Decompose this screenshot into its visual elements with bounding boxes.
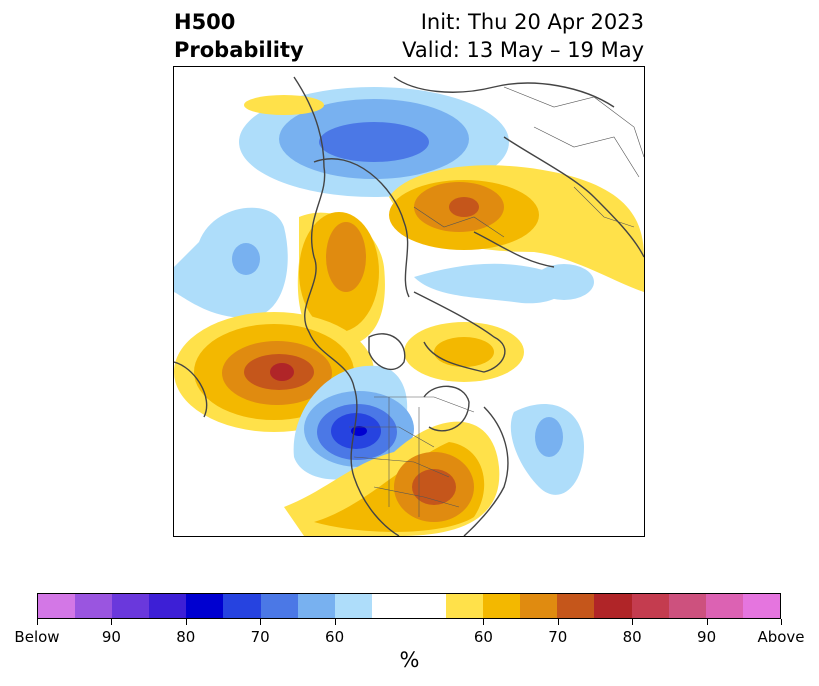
colorbar-segment xyxy=(668,594,706,618)
colorbar-segment xyxy=(446,594,484,618)
colorbar-segment xyxy=(705,594,743,618)
title-line-2: Probability xyxy=(174,38,304,62)
colorbar-tick xyxy=(185,619,187,625)
colorbar-tick-label: 90 xyxy=(697,628,717,646)
map-canvas xyxy=(174,67,644,536)
colorbar-tick xyxy=(781,619,782,625)
colorbar-segment xyxy=(742,594,780,618)
colorbar-segment xyxy=(408,594,447,618)
yellow-northern-canada xyxy=(404,322,524,382)
chart-title: H500 Probability xyxy=(174,8,304,64)
colorbar-tick-label: 70 xyxy=(250,628,270,646)
colorbar-segment xyxy=(112,594,150,618)
colorbar-tick-label: 90 xyxy=(101,628,121,646)
colorbar-tick-label: 60 xyxy=(325,628,345,646)
colorbar-segment xyxy=(371,594,409,618)
run-info: Init: Thu 20 Apr 2023 Valid: 13 May – 19… xyxy=(402,8,644,64)
colorbar-segment xyxy=(260,594,298,618)
colorbar-tick-label: 80 xyxy=(622,628,642,646)
colorbar xyxy=(37,593,781,619)
colorbar-segment xyxy=(297,594,335,618)
colorbar-tick xyxy=(334,619,336,625)
colorbar-segment xyxy=(223,594,261,618)
colorbar-segment xyxy=(334,594,372,618)
title-line-1: H500 xyxy=(174,10,236,34)
blue-north-pacific xyxy=(174,207,288,318)
yellow-arctic-sliver xyxy=(244,95,324,115)
colorbar-tick xyxy=(706,619,708,625)
colorbar-tick-label: 70 xyxy=(548,628,568,646)
colorbar-tick xyxy=(483,619,485,625)
colorbar-tick xyxy=(37,619,38,625)
colorbar-tick-label: Above xyxy=(757,628,805,646)
colorbar-segment xyxy=(631,594,669,618)
colorbar-segment xyxy=(520,594,558,618)
valid-range: Valid: 13 May – 19 May xyxy=(402,38,644,62)
colorbar-tick-label: 60 xyxy=(473,628,493,646)
colorbar-tick-label: Below xyxy=(14,628,60,646)
orange-north-atlantic xyxy=(297,212,385,348)
orange-eastern-us xyxy=(284,421,500,536)
colorbar-segment xyxy=(149,594,187,618)
init-date: Init: Thu 20 Apr 2023 xyxy=(420,10,644,34)
colorbar-segment xyxy=(38,594,76,618)
colorbar-tick xyxy=(557,619,559,625)
colorbar-segment xyxy=(483,594,521,618)
blue-central-atlantic xyxy=(510,404,584,495)
political-borders xyxy=(349,86,644,517)
colorbar-tick-label: 80 xyxy=(176,628,196,646)
colorbar-labels: Below 90 80 70 60 60 70 80 90 Above xyxy=(14,628,804,648)
colorbar-segment xyxy=(75,594,113,618)
probability-map xyxy=(173,66,645,537)
coastlines xyxy=(174,76,644,536)
orange-scandinavia xyxy=(389,165,644,292)
colorbar-unit: % xyxy=(399,648,420,672)
colorbar-segment xyxy=(557,594,595,618)
colorbar-tick xyxy=(632,619,634,625)
blue-middle-east-band xyxy=(414,263,594,304)
colorbar-segment xyxy=(594,594,632,618)
blue-western-north-america xyxy=(293,365,414,480)
colorbar-tick xyxy=(111,619,113,625)
colorbar-tick xyxy=(260,619,262,625)
colorbar-segment xyxy=(186,594,224,618)
